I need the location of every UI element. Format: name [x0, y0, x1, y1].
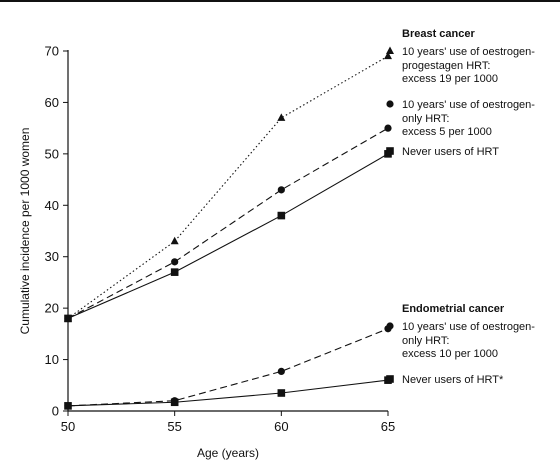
y-tick-label: 70 [45, 44, 59, 59]
series-annotation-line: only HRT: [402, 113, 449, 125]
triangle-marker [384, 51, 392, 60]
x-tick-label: 60 [274, 419, 288, 434]
triangle-marker [277, 113, 286, 121]
y-tick-label: 20 [45, 301, 59, 316]
series-annotation-line: excess 10 per 1000 [402, 348, 498, 360]
series-annotation-line: 10 years' use of oestrogen- [402, 46, 535, 58]
triangle-marker [170, 236, 179, 245]
y-tick-label: 30 [45, 249, 59, 264]
square-marker [64, 314, 72, 323]
series-line [67, 55, 389, 319]
series-annotation-line: Never users of HRT* [402, 374, 504, 386]
y-tick-label: 50 [45, 146, 59, 161]
circle-marker [277, 367, 285, 375]
top-rule [0, 0, 560, 2]
series-line [67, 127, 389, 319]
circle-marker [384, 124, 392, 132]
group-heading: Breast cancer [402, 28, 475, 40]
series-annotation-line: Never users of HRT [402, 146, 499, 158]
circle-marker [171, 258, 179, 266]
series-layer [64, 51, 392, 410]
circle-marker [386, 322, 394, 330]
series-annotation-line: excess 19 per 1000 [402, 73, 498, 85]
circle-marker [386, 100, 394, 108]
square-marker [277, 211, 286, 220]
x-tick-label: 65 [381, 419, 395, 434]
square-marker [170, 398, 179, 407]
y-tick-label: 40 [45, 198, 59, 213]
square-marker [277, 389, 286, 397]
series-line [67, 153, 389, 319]
y-tick-label: 60 [45, 95, 59, 110]
triangle-marker [386, 46, 394, 54]
series-annotation-line: 10 years' use of oestrogen- [402, 321, 535, 333]
square-marker [386, 375, 394, 383]
axes: 0 10 20 30 40 50 60 70 50 55 60 65 [45, 44, 396, 435]
y-tick-label: 10 [45, 352, 59, 367]
square-marker [64, 402, 72, 410]
x-tick-label: 50 [61, 419, 75, 434]
x-axis-label: Age (years) [197, 446, 259, 460]
group-heading: Endometrial cancer [402, 303, 505, 315]
series-line [67, 328, 389, 407]
circle-marker [277, 186, 285, 194]
series-annotation-line: 10 years' use of oestrogen- [402, 99, 535, 111]
series-annotation-line: excess 5 per 1000 [402, 126, 492, 138]
series-line [67, 379, 389, 407]
x-tick-label: 55 [167, 419, 181, 434]
square-marker [386, 147, 394, 155]
labels-layer: Breast cancer 10 years' use of oestrogen-… [386, 28, 535, 386]
series-annotation-line: only HRT: [402, 335, 449, 347]
y-tick-label: 0 [52, 404, 59, 419]
square-marker [170, 268, 179, 276]
series-annotation-line: progestagen HRT: [402, 60, 490, 72]
y-axis-label: Cumulative incidence per 1000 women [18, 128, 32, 335]
